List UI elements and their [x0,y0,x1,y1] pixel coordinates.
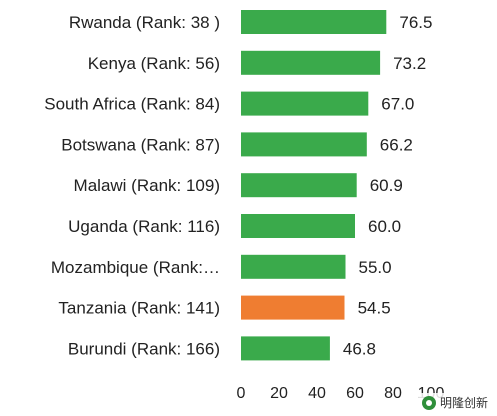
x-tick-label-60: 60 [346,385,364,402]
value-label-botswana: 66.2 [380,135,413,154]
bar-mozambique [241,254,346,279]
watermark: 明隆创新 [418,393,491,412]
x-tick-label-0: 0 [237,385,246,402]
value-label-burundi: 46.8 [343,339,376,358]
value-label-uganda: 60.0 [368,217,401,236]
value-label-rwanda: 76.5 [399,13,432,32]
value-label-kenya: 73.2 [393,54,426,73]
category-label-uganda: Uganda (Rank: 116) [68,217,220,236]
wechat-logo-icon [421,395,436,410]
category-labels: Rwanda (Rank: 38 ) Kenya (Rank: 56) South … [44,13,220,358]
bar-malawi [241,173,357,198]
bar-rwanda [241,10,387,34]
x-tick-label-20: 20 [270,385,288,402]
value-label-tanzania: 54.5 [358,299,391,318]
value-label-malawi: 60.9 [370,176,403,195]
category-label-botswana: Botswana (Rank: 87) [61,135,220,154]
category-label-rwanda: Rwanda (Rank: 38 ) [69,13,220,32]
watermark-text: 明隆创新 [439,396,488,410]
category-label-mozambique: Mozambique (Rank:… [51,258,220,277]
bar-south-africa [241,91,369,116]
bar-botswana [241,132,367,157]
bar-tanzania [241,295,345,320]
bar-kenya [241,50,381,75]
category-label-kenya: Kenya (Rank: 56) [88,54,220,73]
x-tick-label-80: 80 [384,385,402,402]
category-label-burundi: Burundi (Rank: 166) [68,339,220,358]
category-label-malawi: Malawi (Rank: 109) [74,176,220,195]
category-label-south-africa: South Africa (Rank: 84) [44,95,220,114]
value-labels: 76.5 73.2 67.0 66.2 60.9 60.0 55.0 54.5 46.8 [343,13,433,358]
x-tick-label-40: 40 [308,385,326,402]
bars-group [241,10,387,361]
value-label-south-africa: 67.0 [381,95,414,114]
bar-uganda [241,214,355,238]
category-label-tanzania: Tanzania (Rank: 141) [58,299,220,318]
bar-burundi [241,336,330,361]
value-label-mozambique: 55.0 [359,258,392,277]
x-axis-ticks: 020406080100 [237,385,445,402]
